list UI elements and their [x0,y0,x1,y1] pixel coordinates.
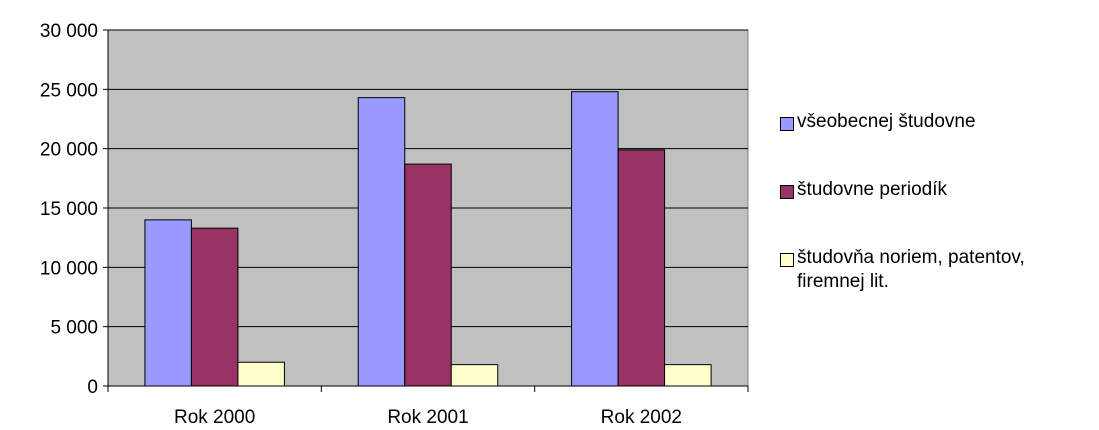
x-tick-label: Rok 2000 [174,407,255,428]
bar [190,227,239,387]
bars [144,91,712,387]
bar [617,149,666,387]
y-tick-label: 30 000 [40,21,98,42]
legend: všeobecnej študovne študovne periodík štud… [780,110,1095,338]
bar [450,364,499,387]
x-tick-label: Rok 2002 [601,407,682,428]
bar [664,364,712,387]
bar [237,361,285,387]
y-tick-label: 25 000 [40,80,98,101]
legend-swatch [780,117,794,131]
legend-label: študovne periodík [797,179,947,200]
y-tick-label: 10 000 [40,258,98,279]
x-axis-ticks: Rok 2000 Rok 2001 Rok 2002 [107,386,749,428]
bar [144,219,192,387]
y-tick-label: 20 000 [40,140,98,161]
y-tick-label: 5 000 [50,318,98,339]
legend-label: študovňa noriem, patentov, firemnej lit. [797,247,1025,292]
legend-item: všeobecnej študovne [780,110,1095,134]
bar [571,91,619,387]
y-tick-label: 0 [87,377,98,398]
legend-swatch [780,185,794,199]
x-tick-label: Rok 2001 [387,407,468,428]
legend-item: študovne periodík [780,178,1095,202]
y-axis-ticks: 0 5 000 10 000 15 000 20 000 25 000 30 000 [40,21,108,398]
legend-item: študovňa noriem, patentov, firemnej lit. [780,246,1095,294]
y-tick-label: 15 000 [40,199,98,220]
legend-swatch [780,253,794,267]
bar [404,163,452,387]
legend-label: všeobecnej študovne [797,111,976,132]
bar [357,97,406,387]
